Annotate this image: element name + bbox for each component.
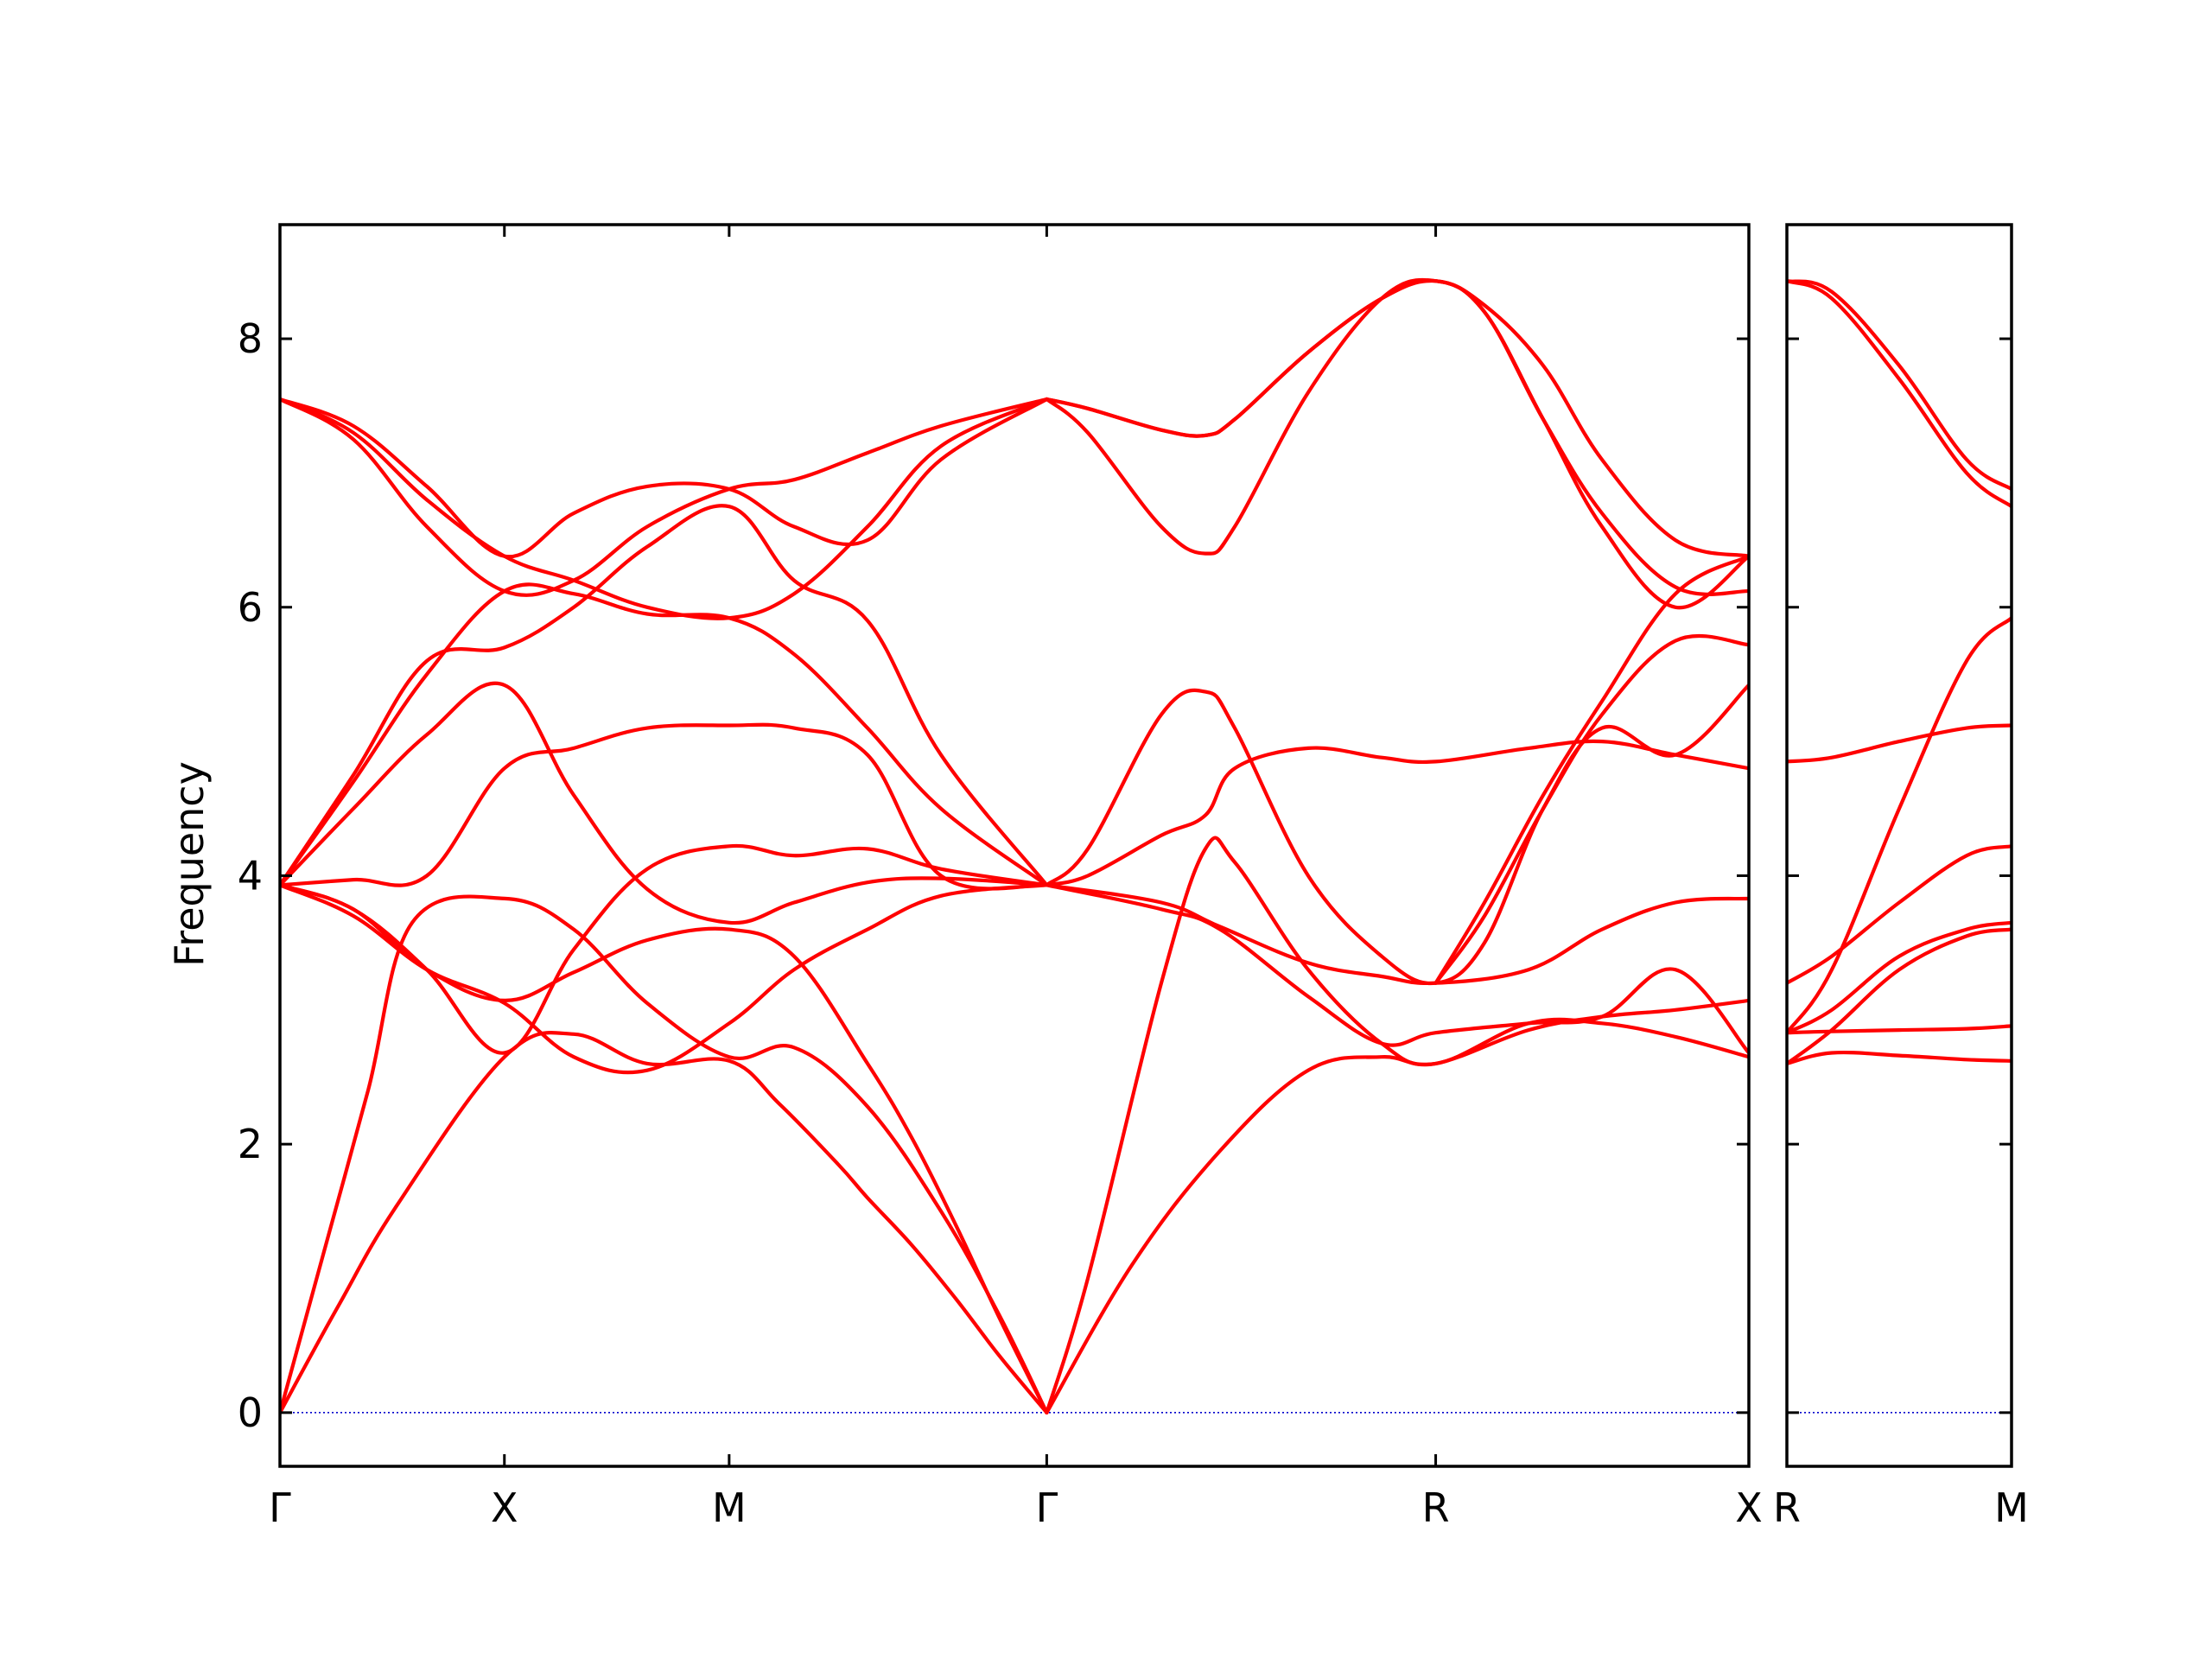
x-tick-label: M bbox=[712, 1484, 747, 1531]
band-line-2 bbox=[280, 894, 1049, 1414]
x-tick-label: R bbox=[1422, 1484, 1450, 1531]
y-tick-label: 6 bbox=[238, 584, 263, 631]
band-line-21 bbox=[1045, 278, 1749, 558]
x-tick-label: R bbox=[1773, 1484, 1801, 1531]
band-line-9 bbox=[280, 504, 1049, 887]
band-line-10 bbox=[280, 397, 1049, 559]
band-line-6 bbox=[1787, 616, 2012, 1035]
band-line-5 bbox=[280, 843, 1049, 1055]
band-line-13 bbox=[1045, 836, 1749, 1414]
band-line-4 bbox=[280, 883, 1049, 1075]
x-tick-label: Γ bbox=[1036, 1484, 1058, 1531]
plot-frame bbox=[278, 223, 1751, 1468]
band-line-9 bbox=[1787, 279, 2012, 492]
x-tick-label: Γ bbox=[269, 1484, 291, 1531]
band-line-14 bbox=[1045, 998, 1749, 1414]
band-line-12 bbox=[280, 397, 1049, 620]
band-line-15 bbox=[1045, 883, 1749, 1055]
band-line-6 bbox=[280, 722, 1049, 891]
band-line-1 bbox=[1787, 1050, 2012, 1065]
x-tick-label: M bbox=[1994, 1484, 2029, 1531]
band-line-1 bbox=[280, 1031, 1049, 1414]
band-line-4 bbox=[1787, 920, 2012, 1035]
band-line-16 bbox=[1045, 883, 1749, 986]
band-line-2 bbox=[1787, 1024, 2012, 1035]
bands-group bbox=[1787, 279, 2012, 1065]
y-tick-label: 8 bbox=[238, 315, 263, 362]
y-tick-label: 4 bbox=[238, 852, 263, 899]
band-line-17 bbox=[1045, 739, 1749, 887]
band-line-5 bbox=[1787, 844, 2012, 985]
band-line-11 bbox=[280, 397, 1049, 597]
band-line-18 bbox=[1045, 683, 1749, 986]
band-line-19 bbox=[1045, 277, 1749, 610]
band-line-8 bbox=[1787, 279, 2012, 509]
band-line-7 bbox=[1787, 723, 2012, 764]
band-line-8 bbox=[280, 582, 1049, 887]
y-axis-label: Frequency bbox=[166, 761, 213, 967]
x-tick-label: X bbox=[1735, 1484, 1763, 1531]
y-tick-label: 2 bbox=[238, 1121, 263, 1167]
band-line-7 bbox=[280, 681, 1049, 925]
x-tick-label: X bbox=[491, 1484, 518, 1531]
band-line-20 bbox=[1045, 278, 1749, 596]
band-line-22 bbox=[1433, 633, 1749, 985]
panel-1: 0 2 4 6 8 Γ X M Γ R X bbox=[238, 223, 1763, 1531]
bands-group bbox=[280, 277, 1749, 1414]
plot-frame bbox=[1785, 223, 2013, 1468]
band-line-3 bbox=[1787, 927, 2012, 1065]
y-tick-label: 0 bbox=[238, 1389, 263, 1436]
band-line-23 bbox=[1433, 554, 1749, 985]
